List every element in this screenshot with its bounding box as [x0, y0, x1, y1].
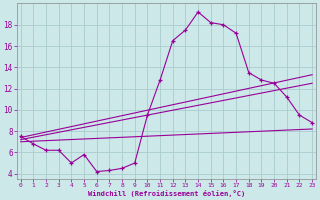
X-axis label: Windchill (Refroidissement éolien,°C): Windchill (Refroidissement éolien,°C) [88, 190, 245, 197]
